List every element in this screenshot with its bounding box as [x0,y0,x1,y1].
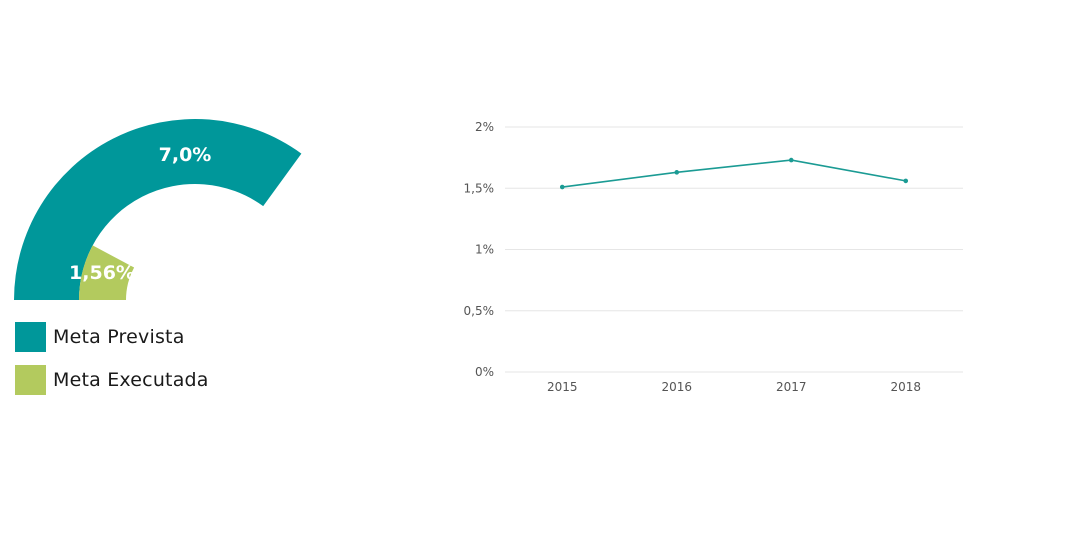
y-tick-label: 2% [475,120,494,134]
legend-item-meta-prevista: Meta Prevista [15,322,209,352]
gauge-label-meta-prevista: 7,0% [159,144,212,166]
series-line-0 [562,159,906,188]
x-tick-label: 2016 [661,380,692,394]
gauge-legend: Meta Prevista Meta Executada [15,322,209,408]
data-point [559,184,565,190]
gauge-segment-0 [14,119,302,300]
x-tick-label: 2017 [776,380,807,394]
legend-label-meta-executada: Meta Executada [53,369,209,391]
data-point [788,157,794,163]
gauge-chart: 7,0% 1,56% [14,119,302,300]
y-tick-label: 0,5% [464,304,495,318]
x-tick-label: 2018 [890,380,921,394]
x-tick-label: 2015 [547,380,578,394]
data-point [903,178,909,184]
data-point [674,170,680,175]
legend-swatch-meta-prevista [15,322,46,352]
legend-item-meta-executada: Meta Executada [15,365,209,395]
y-tick-label: 1,5% [464,181,495,195]
legend-swatch-meta-executada [15,365,46,395]
y-tick-label: 1% [475,243,494,257]
y-tick-label: 0% [475,365,494,379]
gauge-segment-1 [79,245,135,300]
legend-label-meta-prevista: Meta Prevista [53,326,185,348]
gauge-label-meta-executada: 1,56% [69,262,135,284]
